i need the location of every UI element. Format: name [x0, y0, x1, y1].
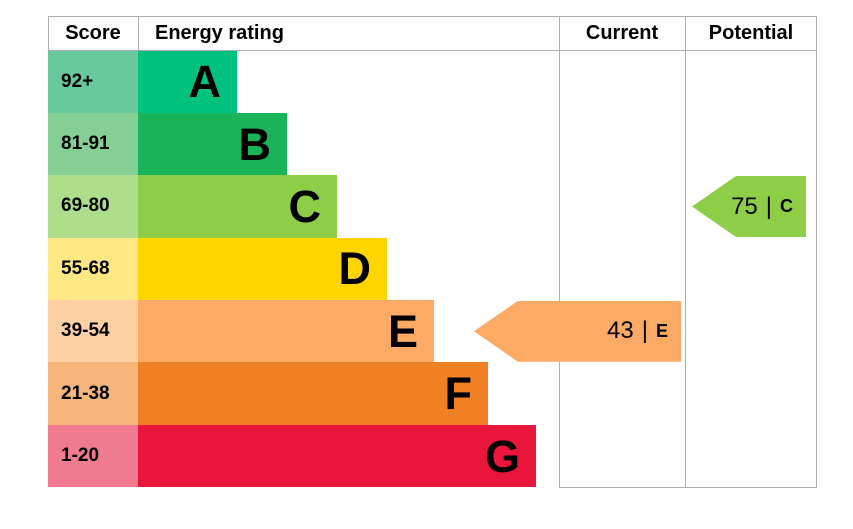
epc-table: Score Energy rating Current Potential 92…: [48, 16, 817, 488]
band-row-f: 21-38 F: [48, 362, 817, 425]
table-bottom-border: [559, 487, 817, 488]
band-bar: B: [138, 112, 287, 176]
band-letter: G: [484, 430, 520, 482]
band-letter: F: [444, 368, 473, 420]
column-header-energy-rating: Energy rating: [155, 21, 284, 44]
current-rating-value: 43: [607, 317, 634, 345]
band-letter: A: [188, 56, 222, 108]
band-letter: C: [288, 180, 322, 232]
band-bar: F: [138, 362, 488, 425]
potential-rating-separator: |: [765, 192, 772, 220]
band-row-b: 81-91 B: [48, 112, 817, 176]
band-letter: E: [387, 305, 418, 357]
band-bar: D: [138, 237, 387, 301]
band-score-range: 81-91: [48, 112, 138, 176]
current-column-divider: [559, 16, 560, 488]
potential-rating-letter: C: [780, 196, 793, 216]
band-score-range: 55-68: [48, 237, 138, 301]
band-bar: A: [138, 50, 237, 113]
band-row-d: 55-68 D: [48, 237, 817, 301]
column-header-score: Score: [65, 21, 121, 44]
potential-rating-value: 75: [731, 192, 758, 220]
band-row-e: 39-54 E: [48, 300, 817, 363]
band-letter: B: [238, 118, 272, 170]
band-bar: E: [138, 300, 434, 363]
band-score-range: 69-80: [48, 175, 138, 238]
header-bottom-border: [48, 50, 817, 51]
band-bar: C: [138, 175, 337, 238]
column-header-current: Current: [585, 21, 659, 44]
band-bar: G: [138, 424, 536, 488]
band-letter: D: [338, 243, 372, 295]
table-header-row: Score Energy rating Current Potential: [48, 16, 817, 50]
current-rating-letter: E: [655, 320, 668, 341]
band-score-range: 1-20: [48, 424, 138, 488]
band-score-range: 39-54: [48, 300, 138, 363]
potential-column-divider: [685, 16, 686, 488]
current-rating-arrow: 43 | E: [474, 300, 681, 362]
current-rating-separator: |: [641, 317, 648, 345]
table-right-border: [816, 16, 817, 488]
column-header-potential: Potential: [708, 21, 794, 44]
band-score-range: 21-38: [48, 362, 138, 425]
band-rows: 92+ A 81-91 B 69-80 C 55-68 D: [48, 50, 817, 488]
score-column-divider: [138, 16, 139, 50]
band-row-a: 92+ A: [48, 50, 817, 113]
band-row-g: 1-20 G: [48, 424, 817, 488]
table-top-border: [48, 16, 817, 17]
band-score-range: 92+: [48, 50, 138, 113]
band-row-c: 69-80 C: [48, 175, 817, 238]
table-left-border: [48, 16, 49, 50]
